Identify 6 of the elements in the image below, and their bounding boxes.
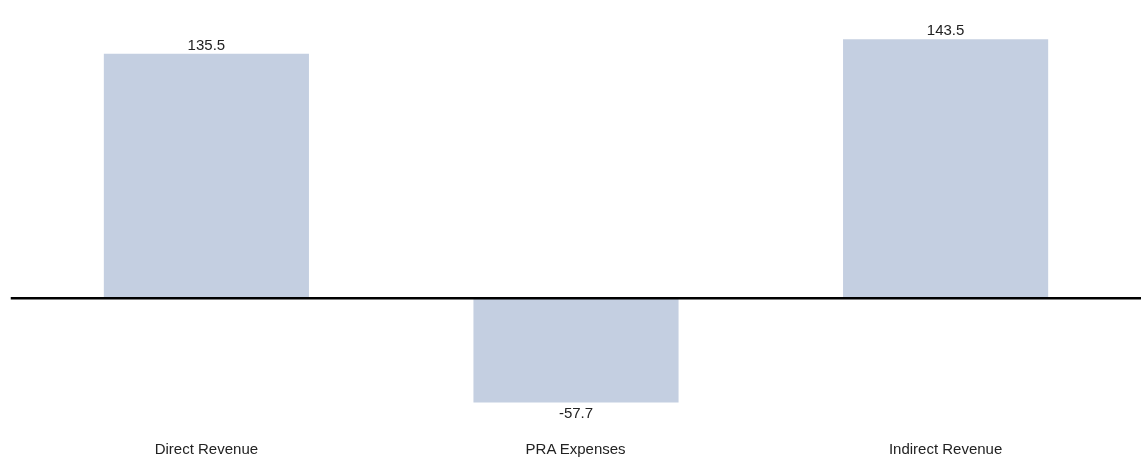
data-label: 135.5	[187, 35, 226, 53]
data-label: -57.7	[558, 404, 594, 422]
x-tick-label: Indirect Revenue	[888, 439, 1003, 457]
x-tick-label: PRA Expenses	[525, 439, 626, 457]
data-label: 143.5	[926, 21, 965, 39]
x-tick-label: Direct Revenue	[154, 439, 259, 457]
